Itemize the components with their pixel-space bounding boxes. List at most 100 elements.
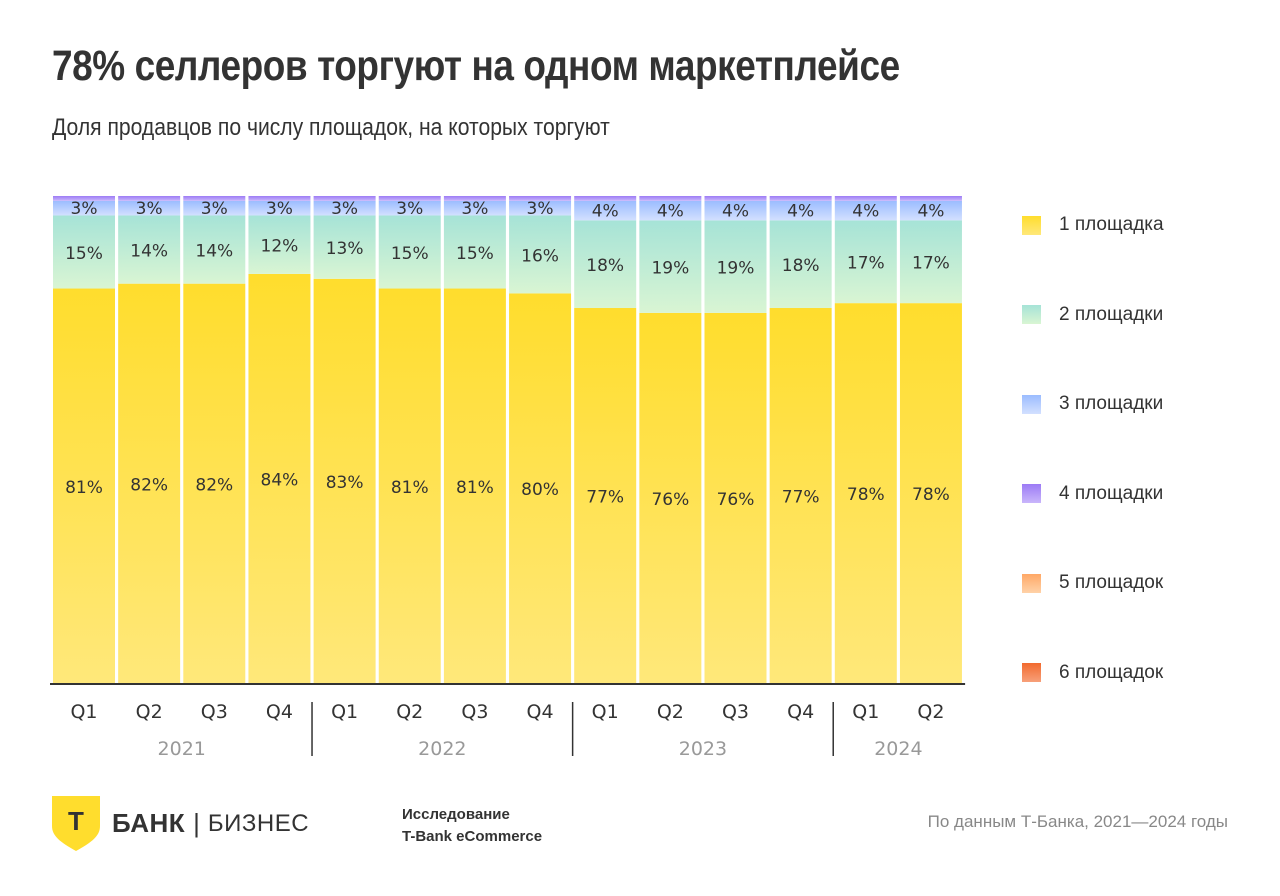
bar-segment	[183, 196, 246, 201]
bar-segment	[118, 215, 181, 284]
data-label: 16%	[521, 246, 559, 266]
bar-segment	[834, 200, 897, 221]
legend-item: 6 площадок	[1022, 658, 1163, 688]
bar-segment	[378, 200, 441, 216]
legend-swatch	[1022, 484, 1041, 503]
legend-swatch	[1022, 573, 1041, 593]
legend-swatch	[1022, 663, 1041, 682]
bar-segment	[704, 220, 767, 313]
bar-segment	[574, 220, 637, 309]
bar-segment	[378, 288, 441, 683]
data-label: 3%	[396, 199, 423, 219]
data-labels-layer: 81% 15% 3% 82% 14% 3% 82% 14% 3% 84% 12% 3% 83% 13% 3%…	[65, 199, 950, 510]
x-axis-layer: Q1 Q2 Q3 Q4 Q1 Q2 Q3 Q4 Q1 Q2 Q3 Q4 Q1 Q2 2021 2022 2023…	[50, 683, 966, 760]
data-label: 81%	[456, 478, 494, 498]
bar-segment	[899, 220, 962, 304]
data-label: 82%	[130, 475, 168, 495]
bar-segment	[899, 200, 962, 221]
bar-segment	[639, 220, 702, 313]
bar-segment	[183, 200, 246, 216]
brand-subname: БИЗНЕС	[207, 809, 310, 837]
bar-segment	[53, 215, 115, 289]
x-tick-label: Q3	[722, 701, 749, 723]
x-tick-label: Q2	[396, 701, 423, 723]
data-label: 4%	[852, 202, 879, 222]
data-label: 84%	[261, 470, 299, 490]
legend-swatch	[1022, 305, 1041, 324]
bar-segment	[183, 215, 246, 284]
chart-title: 78% селлеров торгуют на одном маркетплей…	[52, 42, 900, 90]
data-label: 78%	[912, 485, 950, 505]
data-label: 3%	[266, 199, 293, 219]
data-label: 15%	[391, 244, 429, 264]
bar-segment	[704, 196, 767, 201]
legend-label: 2 площадки	[1059, 303, 1164, 325]
data-label: 4%	[787, 202, 814, 222]
bar-segment	[834, 303, 897, 683]
data-label: 15%	[65, 244, 103, 264]
data-label: 76%	[717, 490, 755, 510]
study-line-2: T-Bank eCommerce	[402, 828, 543, 845]
bar-segment	[574, 308, 637, 683]
data-label: 19%	[717, 259, 755, 279]
year-group-label: 2023	[679, 738, 727, 760]
data-label: 4%	[657, 202, 684, 222]
x-tick-label: Q2	[917, 701, 944, 723]
bar-segment	[509, 293, 572, 683]
year-group-label: 2021	[158, 738, 206, 760]
bar-segment	[53, 288, 115, 683]
bar-segment	[443, 215, 506, 289]
data-label: 81%	[391, 478, 429, 498]
data-label: 14%	[195, 242, 233, 262]
legend-label: 3 площадки	[1059, 393, 1164, 414]
bar-segment	[118, 196, 181, 201]
x-tick-label: Q3	[461, 701, 488, 723]
legend-item: 2 площадки	[1022, 300, 1163, 330]
bar-segment	[509, 215, 572, 294]
study-label: Исследование T-Bank eCommerce	[402, 804, 542, 848]
bar-segment	[378, 215, 441, 289]
bar-segment	[248, 196, 311, 201]
legend-item: 4 площадки	[1022, 479, 1163, 509]
data-label: 80%	[521, 480, 559, 500]
bars-layer	[53, 196, 962, 683]
x-tick-label: Q1	[331, 701, 358, 723]
data-label: 13%	[326, 239, 364, 259]
bar-segment	[639, 196, 702, 201]
bar-segment	[378, 196, 441, 201]
bar-segment	[769, 220, 832, 309]
data-label: 3%	[461, 199, 488, 219]
bar-segment	[704, 312, 767, 683]
bar-segment	[639, 312, 702, 683]
logo-letter: Т	[68, 806, 84, 836]
legend-item: 3 площадки	[1022, 389, 1163, 419]
data-label: 14%	[130, 242, 168, 262]
data-label: 3%	[527, 199, 554, 219]
x-tick-label: Q1	[70, 701, 97, 723]
data-label: 3%	[331, 199, 358, 219]
data-label: 17%	[912, 254, 950, 274]
data-label: 19%	[651, 259, 689, 279]
chart-subtitle: Доля продавцов по числу площадок, на кот…	[52, 114, 610, 141]
data-label: 82%	[195, 475, 233, 495]
data-label: 12%	[261, 237, 299, 257]
bar-segment	[443, 288, 506, 683]
x-tick-label: Q3	[201, 701, 228, 723]
brand-name: БАНК	[112, 808, 186, 838]
study-line-1: Исследование	[402, 806, 510, 823]
legend-item: 5 площадок	[1022, 568, 1163, 598]
legend-swatch	[1022, 394, 1041, 414]
bar-segment	[53, 196, 115, 201]
bar-segment	[704, 200, 767, 221]
legend-label: 5 площадок	[1059, 572, 1164, 593]
bar-segment	[53, 200, 115, 216]
bar-segment	[313, 278, 376, 683]
data-label: 4%	[917, 202, 944, 222]
x-tick-label: Q1	[852, 701, 879, 723]
bar-segment	[574, 196, 637, 201]
data-label: 77%	[782, 488, 820, 508]
bar-segment	[574, 200, 637, 221]
x-tick-label: Q1	[592, 701, 619, 723]
bar-segment	[313, 215, 376, 279]
